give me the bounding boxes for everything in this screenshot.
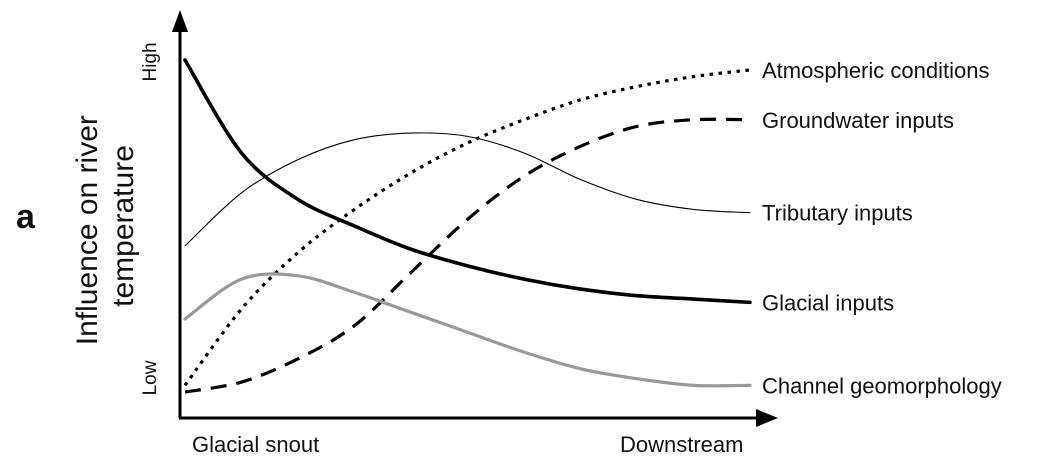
series-layer [183, 58, 752, 394]
y-axis-label-line-1: Influence on river [71, 115, 104, 345]
series-line-groundwater-inputs [184, 117, 751, 394]
y-axis-label-line-2: temperature [107, 145, 140, 307]
series-label-layer: Atmospheric conditions Groundwater inputs… [762, 58, 1002, 398]
y-axis-arrowhead [172, 10, 188, 32]
x-axis-arrowhead [756, 409, 778, 427]
y-axis-label: Influence on river temperature [71, 107, 140, 345]
y-level-low-label: Low [140, 360, 161, 395]
series-label-channel-geomorphology: Channel geomorphology [762, 373, 1002, 398]
series-label-tributary-inputs: Tributary inputs [762, 201, 913, 226]
series-label-atmospheric-conditions: Atmospheric conditions [762, 58, 989, 83]
x-tick-end-label: Downstream [620, 432, 743, 457]
y-level-high-label: High [140, 42, 161, 81]
series-label-groundwater-inputs: Groundwater inputs [762, 108, 954, 133]
series-label-glacial-inputs: Glacial inputs [762, 290, 894, 315]
series-line-tributary-inputs [184, 132, 751, 247]
x-tick-start-label: Glacial snout [192, 432, 319, 457]
series-line-glacial-inputs [183, 58, 752, 305]
panel-label: a [16, 198, 36, 236]
series-line-atmospheric-conditions [183, 68, 751, 387]
series-line-channel-geomorphology [183, 272, 752, 388]
